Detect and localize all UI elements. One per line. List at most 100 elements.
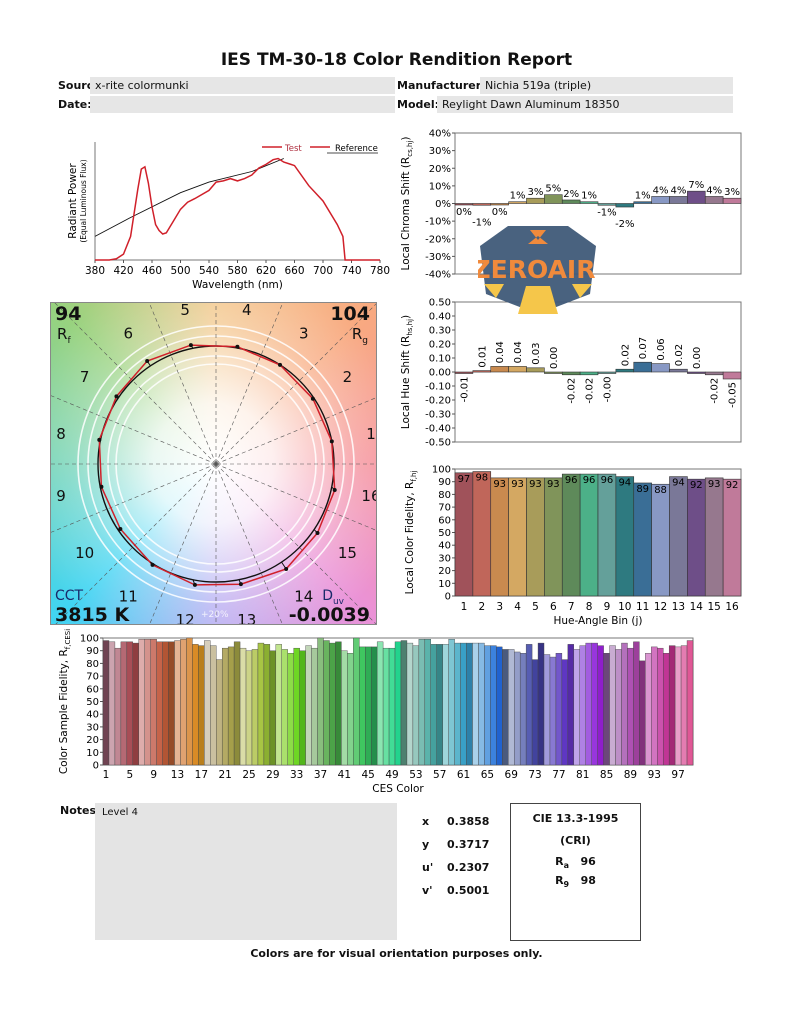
chroma-data-label: 4% (671, 185, 687, 196)
ces-xtick-label: 97 (671, 769, 684, 781)
chroma-ylabel: Local Chroma Shift (Rcs,hj) (400, 137, 414, 271)
ces-bar (299, 650, 306, 766)
hue-ytick-label: 0.10 (429, 354, 451, 365)
ces-bar (156, 641, 163, 766)
hue-bar (561, 371, 581, 376)
ces-xtick-label: 85 (600, 769, 613, 781)
bin-boundary-line (55, 463, 217, 624)
ces-bar (615, 649, 622, 766)
ces-xtick-label: 89 (624, 769, 637, 781)
ces-bar (192, 644, 199, 766)
fidelity-xtick-label: 7 (568, 601, 575, 613)
chroma-ytick-label: 30% (429, 146, 451, 157)
chroma-data-label: 2% (563, 189, 579, 200)
bin-label: 7 (80, 368, 90, 386)
hue-ytick-label: -0.40 (425, 424, 451, 435)
shift-arrow-head (114, 394, 119, 399)
fidelity-ytick-label: 0 (445, 592, 451, 603)
hue-bar (597, 371, 617, 374)
ces-bar (269, 650, 277, 766)
ces-bar (663, 653, 670, 766)
ces-bar (561, 659, 569, 766)
ces-bar (198, 645, 205, 766)
ces-bar (323, 640, 330, 766)
fidelity-xtick-label: 5 (532, 601, 539, 613)
bin-label: 11 (119, 587, 138, 605)
bin-label: 15 (338, 544, 357, 562)
notes-field[interactable]: Level 4 (95, 803, 397, 940)
chroma-ytick-label: -30% (425, 252, 451, 263)
ces-bar (418, 639, 426, 766)
fidelity-xtick-label: 14 (690, 601, 704, 613)
hue-data-label: -0.01 (459, 377, 470, 403)
fidelity-bar (472, 471, 492, 597)
ces-bar (549, 656, 557, 766)
fidelity-data-label: 98 (475, 473, 488, 484)
bin-boundary-line (215, 397, 376, 465)
ces-bar (370, 646, 378, 766)
source-field[interactable]: x-rite colormunki (90, 77, 395, 94)
ces-bar (567, 644, 575, 766)
ces-bar (496, 646, 503, 766)
chroma-bar (651, 196, 670, 204)
fidelity-ylabel: Local Color Fidelity, Rf,hj (404, 471, 418, 595)
fidelity-bar (651, 483, 670, 597)
ces-bar (412, 645, 420, 766)
ces-bar (573, 649, 580, 766)
cri-title: CIE 13.3-1995 (532, 812, 619, 825)
fidelity-ytick-label: 50 (438, 528, 451, 539)
ces-bar (424, 639, 431, 766)
hue-data-label: 0.02 (674, 344, 685, 366)
ces-bar (543, 654, 551, 766)
bin-label: 16 (361, 487, 377, 505)
fidelity-bar (490, 477, 509, 597)
ces-bar (502, 649, 509, 766)
chroma-bar (472, 203, 492, 206)
fidelity-ytick-label: 100 (432, 465, 451, 476)
ces-xtick-label: 69 (505, 769, 518, 781)
chroma-ytick-label: -20% (425, 234, 451, 245)
hue-bar (633, 361, 652, 373)
chroma-bar (454, 203, 474, 206)
ces-xtick-label: 13 (171, 769, 184, 781)
x-value: 0.3858 (447, 815, 490, 828)
shift-arrow-head (99, 484, 104, 489)
fidelity-data-label: 92 (726, 480, 739, 491)
cri-box: CIE 13.3-1995 (CRI) Ra 96 R9 98 (510, 803, 641, 941)
spectrum-line-reference (94, 158, 284, 237)
shift-arrow-head (310, 396, 315, 401)
ces-xlabel: CES Color (372, 783, 424, 795)
date-field[interactable] (90, 96, 395, 113)
bin-boundary-line (215, 303, 376, 465)
hue-ytick-label: -0.10 (425, 382, 451, 393)
ces-bar (484, 645, 491, 766)
ces-bar (514, 651, 521, 766)
fidelity-ytick-label: 70 (438, 503, 451, 514)
fidelity-xtick-label: 12 (654, 601, 667, 613)
fidelity-xtick-label: 3 (496, 601, 503, 613)
fidelity-ytick-label: 10 (438, 579, 451, 590)
model-field[interactable]: Reylight Dawn Aluminum 18350 (437, 96, 733, 113)
ces-bar (353, 637, 360, 766)
bin-boundary-line (51, 463, 217, 533)
rg-label-sub: g (362, 336, 368, 346)
ces-bar (525, 644, 533, 766)
ces-bar (281, 649, 288, 766)
rg-label: Rg (352, 325, 368, 346)
ces-ytick-label: 100 (80, 634, 99, 645)
ces-bar (686, 640, 694, 766)
ces-bar (388, 647, 396, 766)
ces-bar (668, 645, 676, 766)
hue-data-label: 0.06 (656, 338, 667, 360)
hue-bar (651, 363, 670, 373)
bin-label: 1 (366, 425, 376, 443)
fidelity-ytick-label: 80 (438, 490, 451, 501)
manufacturer-field[interactable]: Nichia 519a (triple) (480, 77, 733, 94)
ces-bar (406, 642, 414, 766)
manufacturer-label: Manufacturer: (397, 79, 486, 92)
hue-ytick-label: 0.00 (429, 368, 451, 379)
cct-label: CCT (55, 588, 84, 604)
ces-bar (585, 642, 592, 766)
bin-boundary-line (215, 463, 283, 624)
